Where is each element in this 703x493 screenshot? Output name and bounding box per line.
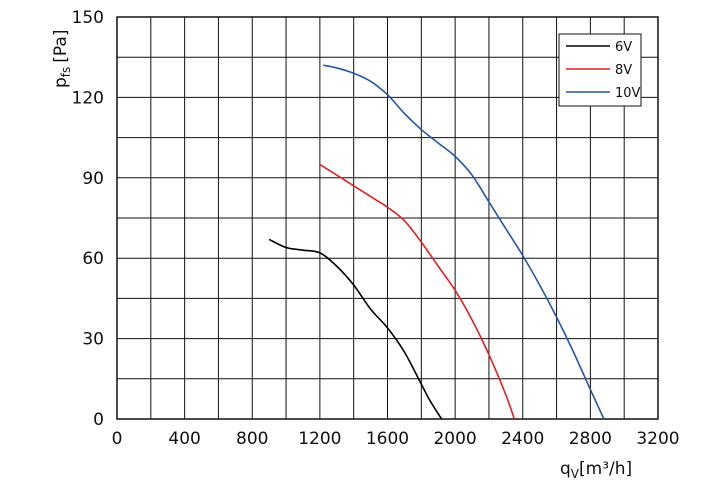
legend-label-10V: 10V: [615, 86, 641, 101]
y-axis-label: pfs [Pa]: [51, 30, 73, 88]
series-line-8V: [319, 163, 516, 420]
series-line-10V: [323, 64, 605, 420]
x-axis-label-unit: [m³/h]: [579, 459, 632, 479]
x-tick-label: 1600: [366, 429, 409, 449]
x-axis-label: qV[m³/h]: [560, 459, 632, 481]
x-tick-label: 3200: [636, 429, 679, 449]
legend: 6V 8V 10V: [558, 33, 642, 107]
x-tick-label: 2000: [433, 429, 476, 449]
legend-label-6V: 6V: [615, 40, 632, 55]
x-tick-label: 2800: [569, 429, 612, 449]
x-tick-label: 1200: [298, 429, 341, 449]
y-axis-label-unit: [Pa]: [51, 30, 71, 63]
x-axis-label-symbol: q: [560, 459, 571, 479]
y-axis-label-symbol: p: [51, 77, 71, 88]
y-axis-ticks: 0 30 60 90 120 150: [72, 8, 104, 430]
series-line-6V: [268, 238, 443, 420]
x-tick-label: 400: [168, 429, 200, 449]
y-tick-label: 90: [82, 169, 104, 189]
y-tick-label: 30: [82, 330, 104, 350]
legend-label-8V: 8V: [615, 63, 632, 78]
x-axis-label-subscript: V: [571, 467, 580, 481]
y-axis-label-subscript: fs: [59, 67, 73, 77]
y-tick-label: 120: [72, 88, 104, 108]
y-tick-label: 0: [93, 410, 104, 430]
x-tick-label: 800: [236, 429, 268, 449]
plot-border: [116, 16, 659, 420]
x-tick-label: 0: [112, 429, 123, 449]
y-tick-label: 60: [82, 249, 104, 269]
x-tick-label: 2400: [501, 429, 544, 449]
series-group: [268, 64, 605, 420]
x-axis-ticks: 0 400 800 1200 1600 2000 2400 2800 3200: [112, 429, 680, 449]
y-tick-label: 150: [72, 8, 104, 28]
